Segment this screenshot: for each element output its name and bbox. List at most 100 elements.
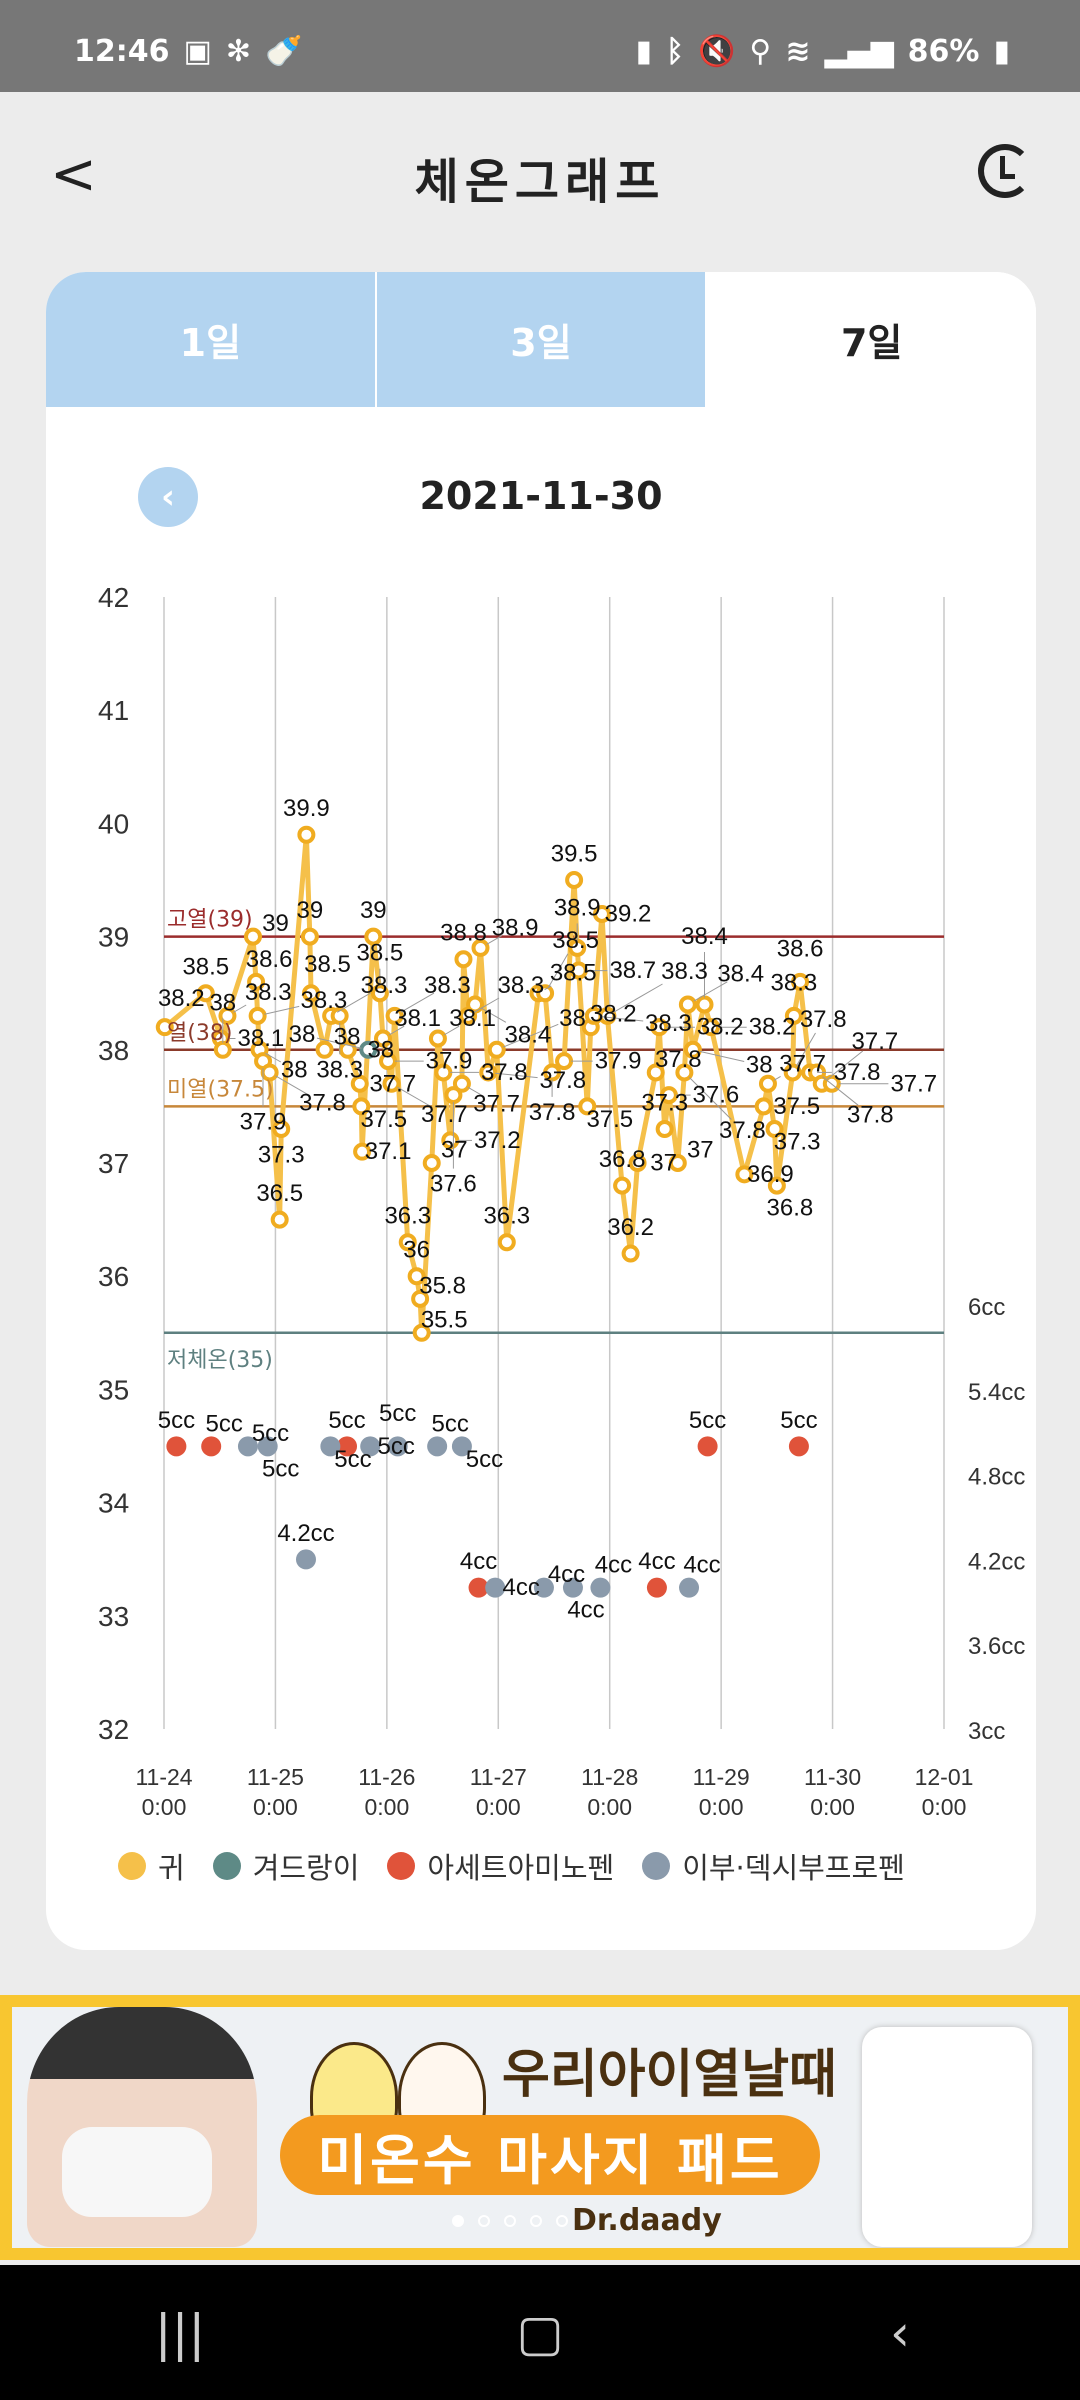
chevron-left-icon: ‹: [160, 477, 175, 517]
ad-pager: [452, 2215, 568, 2227]
label-leader-line: [548, 953, 569, 988]
temperature-point: [352, 1097, 371, 1116]
temperature-point: [613, 1176, 632, 1195]
temperature-label: 36.3: [483, 1203, 530, 1230]
label-leader-line: [275, 1075, 310, 1096]
tab-3day[interactable]: 3일: [374, 272, 706, 407]
temperature-label: 37.5: [773, 1093, 820, 1120]
medication-dot: [295, 1549, 316, 1570]
temperature-label: 37.8: [529, 1099, 576, 1126]
label-leader-line: [613, 983, 663, 1013]
pager-dot[interactable]: [478, 2215, 490, 2227]
legend-item-ibuprofen[interactable]: 이부·덱시부프로펜: [642, 1845, 905, 1887]
temperature-label: 35.8: [419, 1272, 466, 1299]
medication-dot: [166, 1436, 187, 1457]
temperature-label: 37: [441, 1137, 468, 1164]
temperature-label: 38.6: [246, 946, 293, 973]
temperature-label: 38.2: [697, 1014, 744, 1041]
home-icon[interactable]: ▢: [516, 2303, 564, 2362]
temperature-label: 37.7: [852, 1028, 899, 1055]
legend-item-ear[interactable]: 귀: [118, 1845, 185, 1887]
label-leader-line: [400, 992, 435, 1013]
temperature-label: 37.3: [641, 1090, 688, 1117]
temperature-label: 38.5: [182, 954, 229, 981]
temperature-label: 38.3: [316, 1056, 363, 1083]
temperature-point: [758, 1074, 777, 1093]
charging-battery-icon: ▮: [993, 34, 1010, 69]
medication-dot: [427, 1436, 448, 1457]
temperature-label: 38.4: [717, 961, 764, 988]
temperature-label: 37.6: [430, 1171, 477, 1198]
legend-item-acetaminophen[interactable]: 아세트아미노펜: [387, 1845, 614, 1887]
period-tabs: 1일 3일 7일: [46, 272, 1036, 407]
medication-dot: [387, 1436, 408, 1457]
temperature-label: 37.7: [779, 1050, 826, 1077]
x-tick-label: 0:00: [142, 1794, 187, 1820]
medication-dot: [562, 1577, 583, 1598]
x-tick-label: 11-24: [135, 1764, 192, 1790]
prev-date-button[interactable]: ‹: [138, 467, 198, 527]
temperature-label: 36.9: [747, 1161, 794, 1188]
pager-dot[interactable]: [452, 2215, 464, 2227]
x-tick-label: 0:00: [810, 1794, 855, 1820]
status-bar: 12:46 ▣ ✻ 🍼 ▮ ᛒ 🔇 ⚲ ≋ ▂▄▆ 86% ▮: [0, 0, 1080, 92]
temperature-label: 39: [297, 897, 324, 924]
temperature-label: 37.3: [258, 1142, 305, 1169]
temperature-point: [668, 1154, 687, 1172]
label-leader-line: [336, 992, 371, 1013]
medication-dot: [451, 1436, 472, 1457]
temperature-label: 39.2: [605, 901, 652, 928]
medication-dot: [788, 1436, 809, 1457]
ad-mask-image: [62, 2127, 212, 2217]
x-tick-label: 0:00: [253, 1794, 298, 1820]
label-leader-line: [795, 1032, 816, 1067]
medication-dot: [533, 1577, 554, 1598]
y-tick-label: 36: [98, 1261, 129, 1292]
legend-swatch: [212, 1852, 241, 1880]
temperature-label: 37.8: [299, 1089, 346, 1116]
tab-7day[interactable]: 7일: [705, 272, 1036, 407]
temperature-point: [315, 1040, 334, 1059]
back-button[interactable]: <: [50, 142, 97, 207]
y-tick-label: 34: [98, 1488, 129, 1519]
temperature-point: [555, 1052, 574, 1071]
temperature-label: 38.2: [590, 1001, 637, 1028]
temperature-point: [783, 1063, 802, 1082]
legend-label: 이부·덱시부프로펜: [682, 1851, 905, 1885]
pager-dot[interactable]: [504, 2215, 516, 2227]
temperature-point: [452, 1074, 471, 1093]
label-leader-line: [316, 1037, 362, 1049]
legend-item-armpit[interactable]: 겨드랑이: [212, 1845, 360, 1887]
temperature-label: 39.5: [551, 841, 598, 868]
label-leader-line: [480, 1007, 507, 1023]
temperature-label: 37.5: [360, 1106, 407, 1133]
temperature-label: 37.7: [473, 1090, 520, 1117]
pager-dot[interactable]: [556, 2215, 568, 2227]
ad-banner[interactable]: 우리아이열날때 미온수 마사지 패드 Dr.daady: [0, 1995, 1080, 2260]
ad-brand-logo: Dr.daady: [572, 2203, 722, 2238]
y-tick-label: 37: [98, 1148, 129, 1179]
legend-label: 겨드랑이: [252, 1851, 360, 1885]
reference-line-label: 고열(39): [167, 908, 253, 933]
label-leader-line: [473, 997, 500, 1013]
history-clock-icon[interactable]: [978, 144, 1032, 198]
temperature-label: 37.8: [800, 1006, 847, 1033]
x-tick-label: 0:00: [364, 1794, 409, 1820]
temperature-point: [407, 1267, 426, 1286]
back-icon[interactable]: ‹: [890, 2303, 910, 2362]
temperature-point: [565, 871, 584, 889]
temperature-label: 38.3: [301, 987, 348, 1014]
tab-1day[interactable]: 1일: [46, 272, 375, 407]
pager-dot[interactable]: [530, 2215, 542, 2227]
bluetooth-icon: ᛒ: [665, 34, 684, 69]
label-leader-line: [467, 1086, 484, 1097]
temperature-point: [791, 972, 810, 991]
temperature-point: [767, 1176, 786, 1195]
temperature-label: 38.3: [661, 958, 708, 985]
system-nav-bar: ||| ▢ ‹: [0, 2265, 1080, 2400]
legend-label: 귀: [158, 1851, 185, 1885]
temperature-point: [247, 972, 266, 991]
label-leader-line: [388, 1025, 405, 1036]
temperature-point: [646, 1063, 665, 1082]
recents-icon[interactable]: |||: [154, 2303, 206, 2362]
